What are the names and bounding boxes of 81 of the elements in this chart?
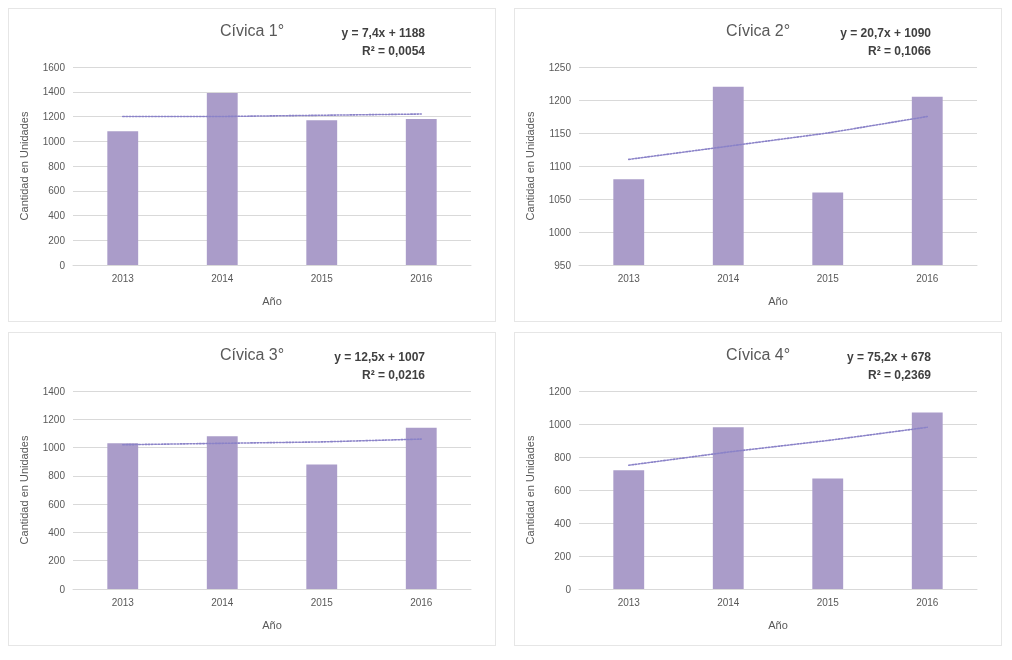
x-tick-label: 2013 [111,596,135,608]
y-tick-label: 1150 [549,127,572,139]
y-tick-label: 950 [554,259,572,271]
chart-title: Cívica 3° [219,345,285,363]
text: R² = 0,1066 [867,44,932,58]
line-series [627,115,929,161]
y-tick-label: 200 [554,550,572,562]
x-tick-label: 2016 [916,272,939,284]
y-tick-label: 1050 [548,193,572,205]
x-tick-label: 2015 [310,596,334,608]
x-axis-title: Año [768,618,788,631]
y-tick-label: 1600 [42,61,66,73]
text: R² = 0,0054 [361,44,426,58]
y-tick-label: 1200 [548,385,572,397]
x-tick-label: 2014 [211,272,234,284]
bar [405,118,437,265]
y-tick-label: 0 [565,583,572,595]
x-axis-title: Año [768,294,788,307]
line-series [627,426,929,467]
y-axis-title: Cantidad en Unidades [523,435,536,545]
y-tick-label: 1000 [42,135,66,147]
y-tick-label: 600 [48,185,66,197]
y-tick-label: 800 [48,160,66,172]
y-tick-label: 1400 [42,385,66,397]
text: y = 20,7x + 1090 [840,26,932,40]
y-tick-label: 1400 [42,86,66,98]
text: R² = 0,0216 [361,368,426,382]
bar [306,464,338,589]
bar [613,470,645,589]
y-axis-title: Cantidad en Unidades [17,435,30,545]
x-tick-label: 2016 [916,596,939,608]
y-tick-label: 1000 [548,226,572,238]
y-tick-label: 1100 [549,160,572,172]
x-axis-title: Año [262,294,282,307]
text: y = 12,5x + 1007 [334,350,426,364]
x-tick-label: 2014 [717,272,740,284]
y-tick-label: 600 [48,498,66,510]
y-tick-label: 1000 [42,442,66,454]
bar [911,412,943,589]
y-tick-label: 800 [554,451,572,463]
bar [107,443,139,589]
chart-title: Cívica 2° [725,21,791,39]
text: y = 75,2x + 678 [846,350,932,364]
x-tick-label: 2014 [717,596,740,608]
bar [812,478,844,589]
bar [206,92,238,265]
y-tick-label: 1250 [548,61,572,73]
y-tick-label: 400 [48,526,66,538]
x-tick-label: 2014 [211,596,234,608]
y-tick-label: 1200 [42,111,66,122]
y-tick-label: 400 [48,210,66,221]
chart-title: Cívica 4° [725,345,791,363]
x-tick-label: 2016 [410,596,433,608]
x-tick-label: 2015 [310,272,334,284]
text: y = 7,4x + 1188 [341,26,426,40]
x-tick-label: 2016 [410,272,433,284]
x-tick-label: 2015 [816,596,840,608]
bar [306,120,338,265]
chart-title: Cívica 1° [219,21,285,39]
y-axis-title: Cantidad en Unidades [523,111,536,221]
y-axis-title: Cantidad en Unidades [17,111,30,221]
x-axis-title: Año [262,618,282,631]
x-tick-label: 2013 [617,596,641,608]
y-tick-label: 200 [48,555,66,567]
x-tick-label: 2013 [617,272,641,284]
text: R² = 0,2369 [867,368,932,382]
y-tick-label: 400 [554,517,572,529]
bar [206,436,238,589]
x-tick-label: 2013 [111,272,135,284]
bar [107,131,139,265]
y-tick-label: 0 [59,583,66,595]
y-tick-label: 600 [554,484,572,496]
y-tick-label: 1000 [548,418,572,430]
y-tick-label: 800 [48,470,66,482]
bar [712,427,744,589]
x-tick-label: 2015 [816,272,840,284]
y-tick-label: 1200 [548,94,572,106]
bar [405,427,437,589]
y-tick-label: 0 [59,259,66,271]
y-tick-label: 200 [48,234,66,246]
y-tick-label: 1200 [42,413,66,425]
